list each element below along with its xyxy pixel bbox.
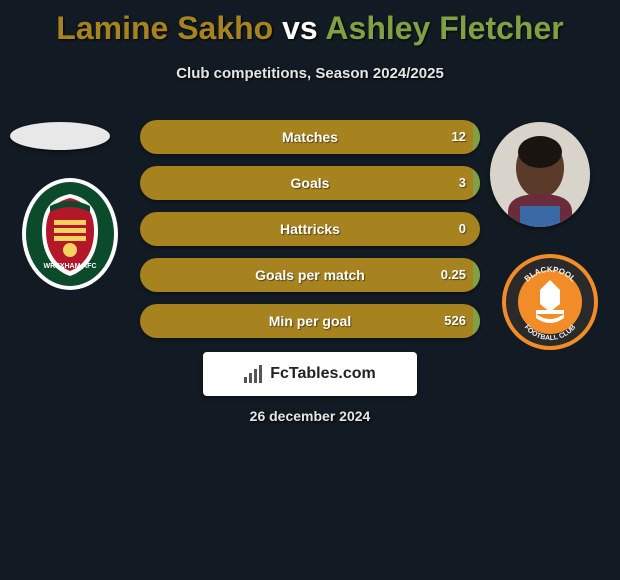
player2-avatar — [490, 122, 590, 227]
vs-text: vs — [282, 10, 318, 46]
stat-value: 12 — [452, 120, 466, 154]
svg-text:WREXHAM AFC: WREXHAM AFC — [43, 263, 96, 270]
player1-name: Lamine Sakho — [56, 10, 273, 46]
stat-label: Min per goal — [140, 304, 480, 338]
date-text: 26 december 2024 — [0, 408, 620, 424]
stat-row-min-per-goal: Min per goal 526 — [140, 304, 480, 338]
stat-value: 0 — [459, 212, 466, 246]
stat-label: Goals per match — [140, 258, 480, 292]
stat-row-hattricks: Hattricks 0 — [140, 212, 480, 246]
stat-value: 3 — [459, 166, 466, 200]
stat-value: 526 — [444, 304, 466, 338]
stat-row-goals-per-match: Goals per match 0.25 — [140, 258, 480, 292]
player2-name: Ashley Fletcher — [325, 10, 563, 46]
fctables-logo: FcTables.com — [203, 352, 417, 396]
stat-label: Goals — [140, 166, 480, 200]
bar-chart-icon — [244, 365, 264, 383]
stat-value: 0.25 — [441, 258, 466, 292]
stat-label: Hattricks — [140, 212, 480, 246]
logo-text: FcTables.com — [270, 365, 376, 383]
page-title: Lamine Sakho vs Ashley Fletcher — [0, 0, 620, 47]
player1-avatar — [10, 122, 110, 150]
stats-container: Matches 12 Goals 3 Hattricks 0 Goals per… — [140, 120, 480, 350]
stat-row-goals: Goals 3 — [140, 166, 480, 200]
stat-row-matches: Matches 12 — [140, 120, 480, 154]
player2-club-badge: BLACKPOOL FOOTBALL CLUB — [500, 252, 600, 352]
player1-club-badge: WREXHAM AFC — [20, 176, 120, 292]
stat-label: Matches — [140, 120, 480, 154]
subtitle: Club competitions, Season 2024/2025 — [0, 65, 620, 82]
